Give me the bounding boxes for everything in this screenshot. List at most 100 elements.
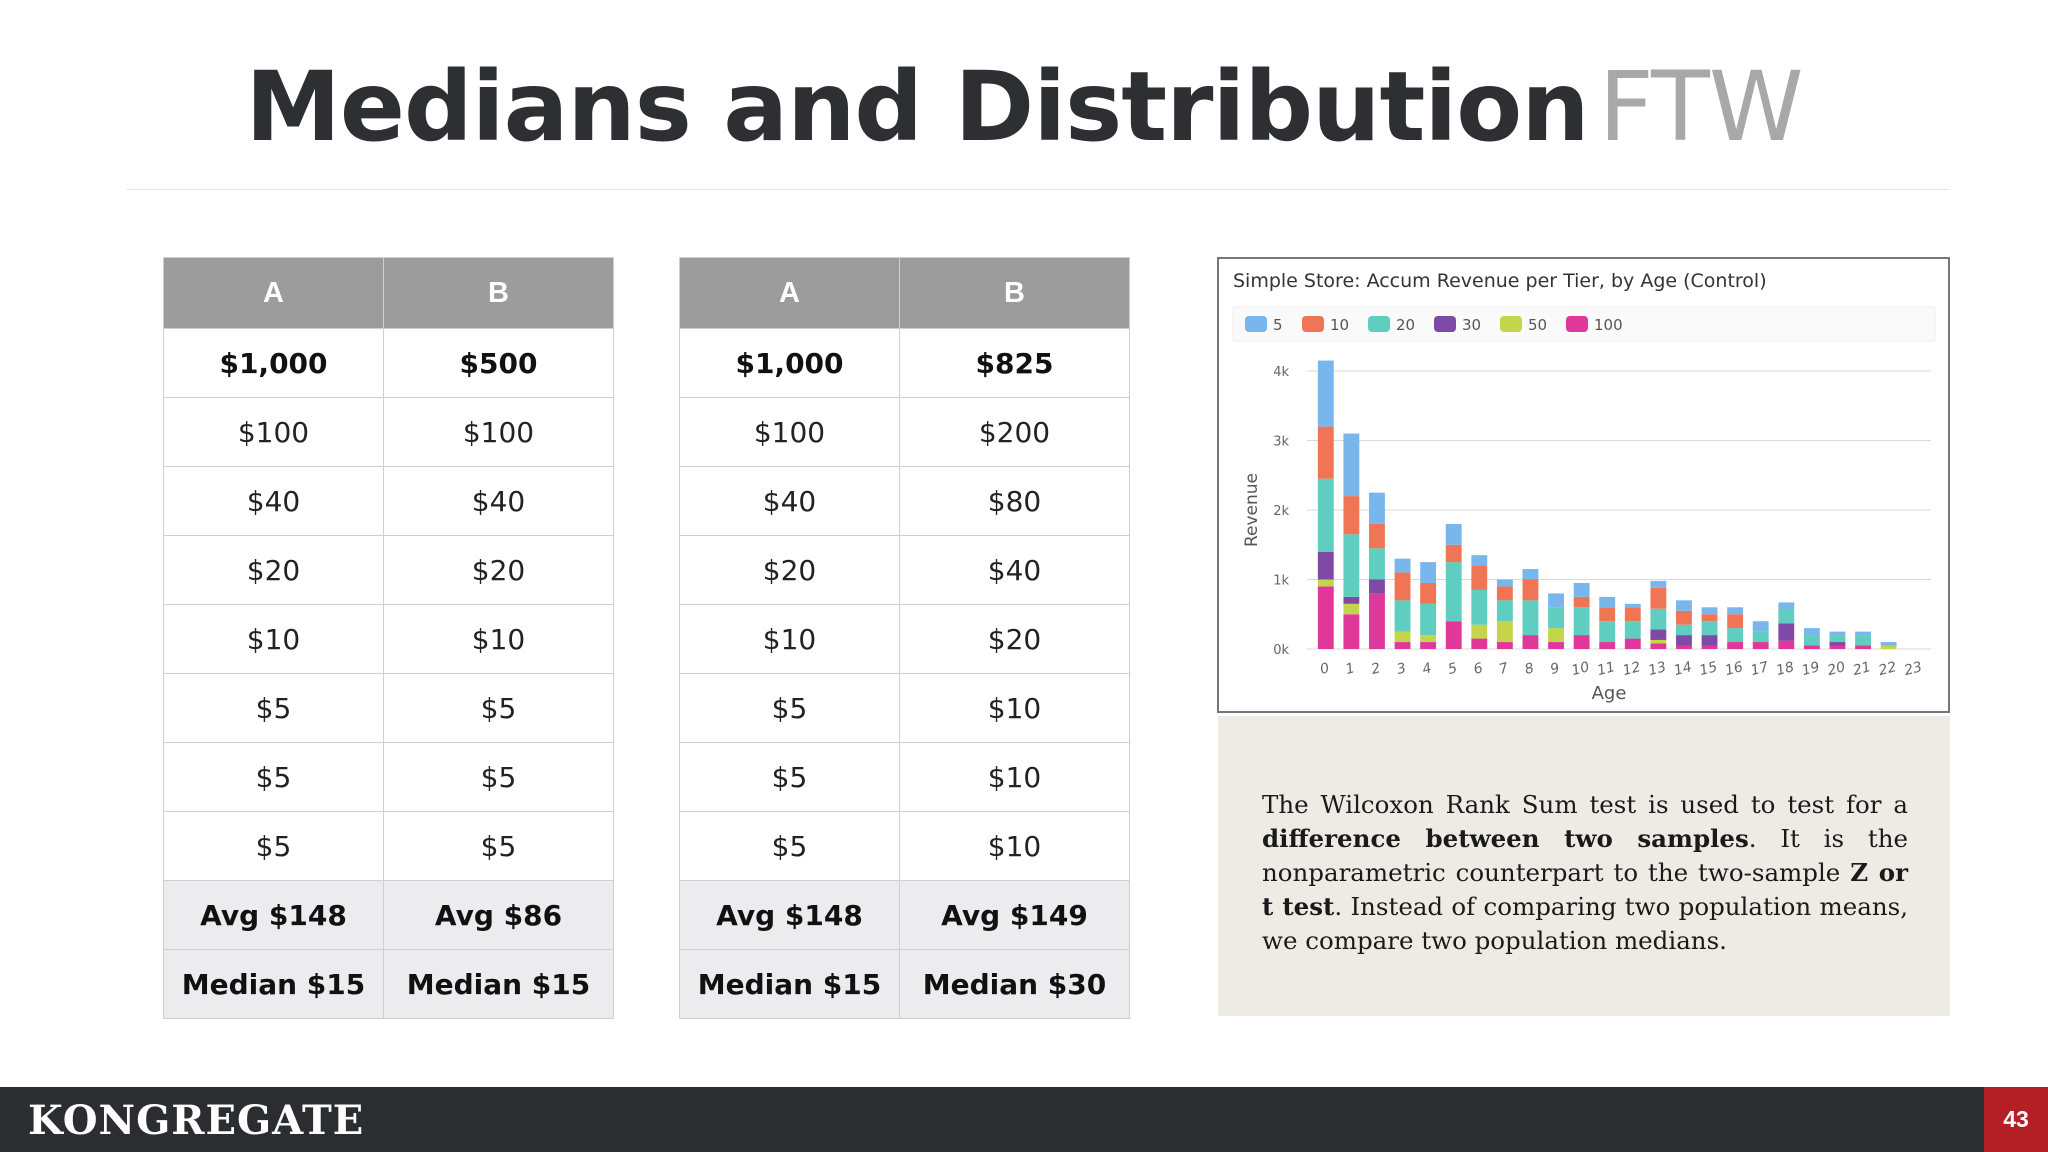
table-row: $1,000 $500 [163, 328, 614, 398]
table-row: $5 $10 [679, 811, 1130, 881]
bar-segment [1369, 523, 1385, 549]
quote-text-2: . It is the nonparametric counterpart to… [1262, 824, 1908, 887]
quote-text-1: The Wilcoxon Rank Sum test is used to te… [1262, 790, 1908, 819]
legend-swatch [1245, 316, 1267, 332]
x-tick-label: 1 [1344, 660, 1357, 678]
bar-segment [1317, 426, 1334, 479]
bar-segment [1752, 631, 1769, 643]
table-cell: $5 [383, 811, 614, 881]
x-tick-label: 14 [1672, 659, 1693, 679]
x-tick-label: 11 [1595, 659, 1616, 679]
bar-segment [1522, 569, 1539, 580]
bar-segment [1496, 642, 1513, 649]
bar-segment [1701, 607, 1718, 615]
table-cell: $5 [679, 742, 900, 812]
bar-segment [1471, 555, 1488, 566]
bar-segment [1394, 642, 1411, 649]
x-tick-label: 0 [1318, 660, 1331, 678]
bar-segment [1522, 600, 1539, 636]
y-tick-label: 3k [1273, 435, 1289, 450]
column-header-a: A [679, 257, 900, 329]
bar-segment [1420, 562, 1437, 583]
median-cell: Median $30 [899, 949, 1130, 1019]
table-cell: $20 [383, 535, 614, 605]
page-number: 43 [1984, 1087, 2048, 1152]
table-cell: $5 [383, 742, 614, 812]
bar-segment [1343, 496, 1360, 535]
table-cell: $10 [383, 604, 614, 674]
bar-segment [1701, 635, 1718, 646]
bar-segment [1420, 603, 1437, 636]
bar-segment [1548, 628, 1564, 643]
median-row: Median $15 Median $30 [679, 949, 1130, 1019]
x-tick-label: 6 [1472, 660, 1485, 678]
y-tick-label: 0k [1273, 643, 1289, 658]
revenue-table-right: A B $1,000 $825 $100 $200 $40 $80 $20 $40 $10 $20… [679, 257, 1130, 1019]
table-cell: $500 [383, 328, 614, 398]
bar-segment [1522, 635, 1539, 649]
legend-swatch [1500, 316, 1522, 332]
bar-segment [1624, 607, 1641, 622]
bar-segment [1343, 614, 1360, 649]
bar-segment [1317, 478, 1334, 552]
bar-segment [1752, 621, 1769, 632]
table-cell: $40 [383, 466, 614, 536]
bar-segment [1471, 589, 1488, 625]
bar-segment [1624, 638, 1641, 649]
table-row: $40 $40 [163, 466, 614, 536]
table-cell: $20 [899, 604, 1130, 674]
table-cell: $10 [163, 604, 384, 674]
legend-swatch [1302, 316, 1324, 332]
revenue-chart-image: Simple Store: Accum Revenue per Tier, by… [1217, 257, 1950, 713]
table-cell: $10 [899, 811, 1130, 881]
bar-segment [1676, 645, 1692, 649]
x-axis-label: Age [1592, 683, 1627, 704]
table-cell: $20 [163, 535, 384, 605]
table-row: $40 $80 [679, 466, 1130, 536]
bar-segment [1496, 621, 1513, 643]
table-row: $20 $20 [163, 535, 614, 605]
bar-segment [1855, 645, 1871, 649]
bar-segment [1727, 628, 1744, 643]
table-cell: $5 [383, 673, 614, 743]
bar-segment [1369, 548, 1385, 580]
bar-segment [1650, 608, 1667, 630]
legend-label: 30 [1462, 316, 1481, 334]
bar-segment [1803, 635, 1820, 646]
x-tick-label: 3 [1395, 660, 1408, 678]
bar-segment [1343, 603, 1360, 615]
y-tick-label: 1k [1273, 574, 1289, 589]
bar-segment [1317, 360, 1334, 427]
bar-segment [1599, 607, 1616, 622]
table-row: $20 $40 [679, 535, 1130, 605]
table-cell: $80 [899, 466, 1130, 536]
revenue-table-left: A B $1,000 $500 $100 $100 $40 $40 $20 $20 $10 $10… [163, 257, 614, 1019]
column-header-a: A [163, 257, 384, 329]
table-header-row: A B [163, 257, 614, 329]
bar-segment [1471, 565, 1488, 590]
bar-segment [1829, 631, 1846, 636]
bar-segment [1522, 579, 1539, 601]
bar-segment [1676, 635, 1692, 646]
bar-segment [1343, 534, 1360, 597]
bar-segment [1624, 621, 1641, 639]
bar-segment [1445, 562, 1462, 622]
quote-emphasis-2: Z or t test [1262, 858, 1908, 921]
kongregate-logo: KONGREGATE [28, 1097, 365, 1144]
table-header-row: A B [679, 257, 1130, 329]
bar-segment [1317, 579, 1334, 587]
bar-segment [1727, 642, 1744, 649]
avg-cell: Avg $149 [899, 880, 1130, 950]
bar-segment [1496, 600, 1513, 622]
stacked-bar-chart: Simple Store: Accum Revenue per Tier, by… [1232, 270, 1936, 704]
bar-segment [1420, 582, 1437, 604]
legend-swatch [1566, 316, 1588, 332]
bar-segment [1701, 614, 1718, 622]
bar-segment [1701, 621, 1718, 636]
bar-segment [1880, 645, 1897, 649]
bar-segment [1369, 492, 1385, 524]
bar-segment [1573, 596, 1590, 608]
x-tick-label: 8 [1523, 660, 1536, 678]
y-axis-label: Revenue [1242, 473, 1262, 547]
table-cell: $5 [163, 811, 384, 881]
